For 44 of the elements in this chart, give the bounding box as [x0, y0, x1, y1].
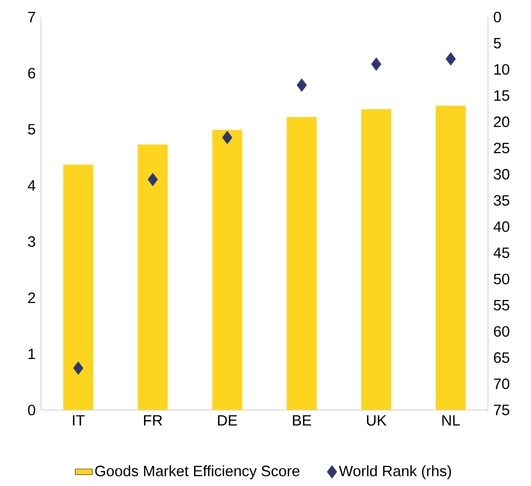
point [371, 57, 382, 71]
y2-tick-label: 45 [494, 248, 510, 258]
y2-tick-label: 35 [494, 195, 510, 206]
point [222, 130, 232, 144]
y2-tick-label: 65 [494, 352, 510, 363]
x-tick-label: UK [366, 415, 387, 426]
y2-tick-label: 75 [494, 404, 510, 416]
y-tick-label: 6 [28, 68, 36, 78]
bar [212, 130, 242, 410]
y2-tick-label: 40 [494, 221, 510, 232]
x-tick-label: IT [72, 415, 85, 426]
x-tick-label: FR [144, 415, 162, 426]
x-tick-label: NL [442, 415, 460, 426]
y2-tick-label: 15 [494, 90, 510, 101]
y-tick-label: 2 [28, 292, 36, 303]
x-tick-label: BE [292, 415, 312, 426]
bar [286, 116, 317, 410]
bar [63, 164, 94, 410]
point [148, 172, 158, 186]
legend-label: World Rank (rhs) [338, 465, 451, 480]
y-tick-label: 4 [28, 180, 36, 191]
y2-tick-label: 10 [494, 64, 510, 75]
bar [138, 144, 168, 410]
y2-tick-label: 25 [494, 142, 510, 154]
y2-tick-label: 0 [494, 12, 501, 22]
bar [361, 109, 392, 410]
y2-tick-label: 5 [494, 38, 501, 48]
y2-tick-label: 55 [494, 300, 510, 310]
point [73, 361, 84, 375]
bar [436, 106, 466, 410]
y2-tick-label: 70 [494, 378, 510, 390]
y2-tick-label: 50 [494, 274, 510, 284]
x-tick-label: DE [218, 415, 238, 426]
y-tick-label: 5 [28, 124, 36, 135]
y-tick-label: 3 [28, 236, 36, 247]
point [446, 52, 456, 66]
y2-tick-label: 20 [494, 116, 510, 128]
y-tick-label: 0 [28, 404, 36, 416]
y2-tick-label: 60 [494, 326, 510, 337]
y-tick-label: 7 [28, 12, 36, 22]
point [296, 78, 307, 92]
y-tick-label: 1 [28, 348, 36, 360]
legend-label: Goods Market Efficiency Score [95, 465, 300, 480]
y2-tick-label: 30 [494, 168, 510, 180]
